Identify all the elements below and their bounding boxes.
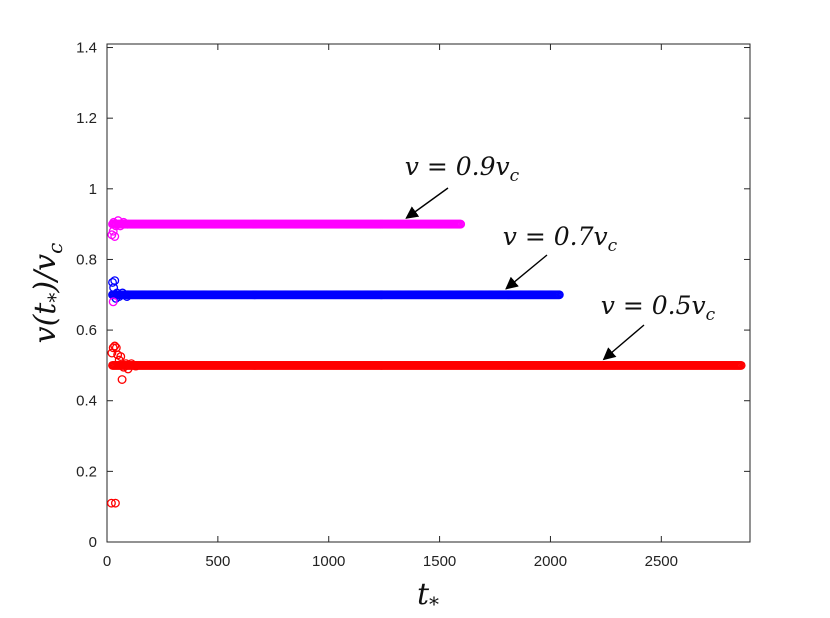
y-tick-label: 1.2 <box>76 110 97 127</box>
data-point <box>119 217 129 227</box>
y-tick-label: 0.6 <box>76 322 97 339</box>
annotation-label: v = 0.7vc <box>503 222 618 256</box>
annotation-label: v = 0.5vc <box>601 291 716 325</box>
annotation-arrow <box>602 324 645 361</box>
data-point <box>108 343 118 353</box>
y-axis-title: v(t*)/vc <box>28 243 67 344</box>
series-points <box>106 341 746 508</box>
data-point <box>111 221 121 231</box>
data-point <box>121 359 131 369</box>
data-point <box>108 226 118 236</box>
y-tick-label: 0.4 <box>76 393 97 410</box>
data-point <box>736 360 746 370</box>
x-axis-title: t* <box>417 577 439 616</box>
data-point <box>110 498 120 508</box>
x-tick-label: 2500 <box>645 553 678 570</box>
x-axis: 0 500 1000 1500 2000 2500 <box>103 44 678 570</box>
x-tick-label: 2000 <box>534 553 567 570</box>
y-tick-label: 1.4 <box>76 40 97 57</box>
data-point <box>106 498 116 508</box>
x-tick-label: 0 <box>103 553 111 570</box>
y-tick-label: 1 <box>89 181 97 198</box>
y-tick-label: 0 <box>89 534 97 551</box>
data-point <box>113 216 123 226</box>
data-points <box>106 216 746 508</box>
x-tick-label: 1500 <box>423 553 456 570</box>
data-point <box>110 341 120 351</box>
annotation-arrow <box>405 187 449 219</box>
annotation-arrow <box>505 254 548 290</box>
data-point <box>116 352 126 362</box>
data-point <box>110 232 120 241</box>
data-point <box>131 361 141 371</box>
y-axis: 0 0.2 0.4 0.6 0.8 1 1.2 1.4 <box>76 40 750 551</box>
series-points <box>107 216 466 307</box>
x-tick-label: 500 <box>205 553 230 570</box>
annotation-label: v = 0.9vc <box>405 152 520 186</box>
data-point <box>117 375 127 384</box>
x-tick-label: 1000 <box>312 553 345 570</box>
y-tick-label: 0.8 <box>76 251 97 268</box>
data-point <box>108 277 117 287</box>
data-point <box>122 292 132 301</box>
data-point <box>108 297 118 307</box>
data-point <box>456 219 466 229</box>
data-point <box>126 359 136 369</box>
data-point <box>554 290 564 300</box>
annotations: v = 0.9vc v = 0.7vc v = 0.5vc <box>405 152 716 361</box>
y-tick-label: 0.2 <box>76 463 97 480</box>
series-points <box>108 276 564 303</box>
